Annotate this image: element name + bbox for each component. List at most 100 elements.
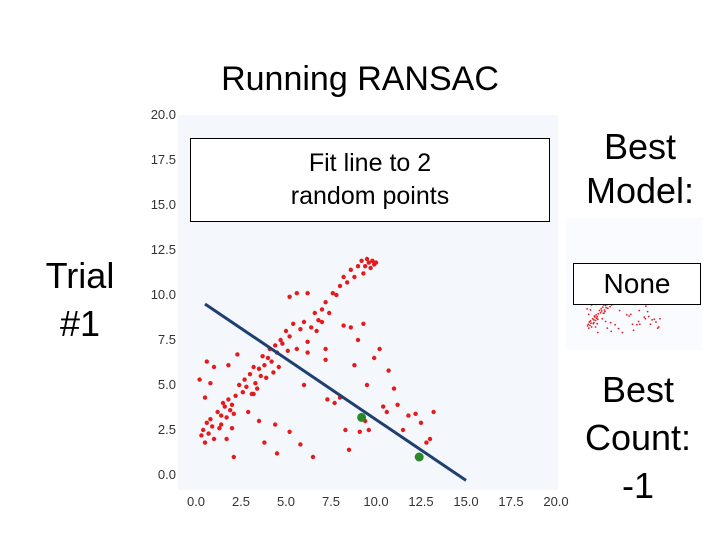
data-point	[431, 409, 436, 415]
data-point	[202, 440, 208, 445]
data-point	[211, 364, 217, 370]
thumbnail-point	[644, 317, 647, 320]
thumbnail-point	[657, 326, 660, 328]
thumbnail-point	[589, 320, 592, 322]
data-point	[355, 337, 361, 343]
data-point	[372, 355, 377, 361]
data-point	[330, 291, 335, 296]
data-point	[204, 359, 209, 364]
thumbnail-point	[632, 329, 635, 332]
thumbnail-point	[590, 326, 593, 328]
trial-label-line1: Trial	[45, 255, 115, 296]
y-tick-label: 5.0	[158, 377, 176, 392]
best-model-value: None	[573, 263, 701, 305]
data-point	[294, 291, 299, 296]
thumbnail-point	[629, 313, 632, 316]
data-point	[305, 339, 310, 344]
thumbnail-point	[638, 309, 641, 312]
data-point	[323, 357, 328, 362]
data-point	[310, 454, 316, 460]
thumbnail-point	[643, 316, 646, 318]
thumbnail-point	[659, 317, 661, 320]
data-point	[424, 440, 429, 445]
thumbnail-point	[594, 326, 597, 328]
thumbnail-point	[603, 309, 606, 311]
data-point	[246, 409, 251, 415]
thumbnail-point	[606, 307, 609, 310]
fit-step-line2: random points	[290, 182, 450, 210]
data-point	[343, 427, 348, 433]
trial-label-line2: #1	[59, 303, 101, 344]
data-point	[406, 413, 411, 418]
data-point	[366, 260, 371, 265]
data-point	[255, 386, 260, 391]
data-point	[287, 429, 292, 434]
data-point	[373, 260, 379, 265]
thumbnail-point	[587, 327, 590, 329]
thumbnail-point	[599, 311, 602, 314]
data-point	[276, 364, 281, 370]
thumbnail-point	[609, 305, 611, 308]
data-point	[366, 427, 371, 433]
thumbnail-point	[653, 318, 656, 321]
data-point	[391, 386, 397, 391]
data-point	[224, 415, 229, 420]
x-tick-label: 5.0	[277, 494, 295, 509]
thumbnail-point	[646, 310, 649, 313]
data-point	[264, 375, 269, 380]
x-tick-label: 20.0	[543, 494, 568, 509]
data-point	[231, 454, 236, 460]
data-point	[226, 363, 231, 368]
sample-point	[414, 452, 424, 462]
data-point	[229, 426, 235, 431]
thumbnail-point	[587, 313, 590, 316]
data-point	[226, 397, 231, 402]
data-point	[278, 337, 283, 343]
best-count-line2: Count:	[584, 417, 692, 458]
thumbnail-point	[595, 314, 597, 316]
thumbnail-point	[592, 318, 595, 321]
thumbnail-point	[606, 327, 609, 329]
thumbnail-point	[610, 330, 613, 333]
data-point	[357, 429, 362, 434]
thumbnail-point	[603, 312, 605, 315]
thumbnail-point	[594, 316, 596, 318]
x-tick-label: 17.5	[498, 494, 523, 509]
thumbnail-point	[596, 322, 599, 325]
thumbnail-point	[587, 323, 590, 326]
data-point	[305, 291, 310, 296]
thumbnail-point	[649, 323, 652, 326]
y-tick-label: 2.5	[158, 422, 176, 437]
thumbnail-point	[596, 318, 599, 321]
data-point	[208, 417, 213, 422]
data-point	[215, 409, 220, 415]
data-point	[323, 300, 328, 305]
data-point	[224, 436, 229, 442]
data-point	[298, 442, 303, 447]
data-point	[312, 310, 317, 316]
data-point	[199, 433, 204, 438]
thumbnail-point	[604, 310, 606, 313]
fit-line-layer	[204, 302, 467, 482]
data-point	[287, 334, 292, 339]
best-model-label: Best Model:	[572, 125, 708, 213]
data-point	[400, 427, 406, 433]
data-point	[341, 323, 346, 328]
data-point	[298, 327, 303, 332]
data-point	[319, 307, 325, 312]
data-point	[361, 321, 366, 326]
thumbnail-point	[586, 307, 589, 310]
data-point	[280, 341, 285, 346]
thumbnail-point	[594, 319, 597, 322]
thumbnail-point	[605, 306, 608, 309]
data-point	[348, 267, 353, 272]
data-point	[341, 274, 346, 280]
data-point	[269, 359, 274, 364]
data-point	[258, 373, 263, 379]
sample-point	[357, 412, 367, 422]
thumbnail-point	[655, 321, 657, 323]
sample-points	[357, 412, 424, 462]
data-point	[384, 409, 389, 415]
data-point	[377, 346, 382, 352]
best-count-label: Best Count: -1	[566, 366, 710, 510]
